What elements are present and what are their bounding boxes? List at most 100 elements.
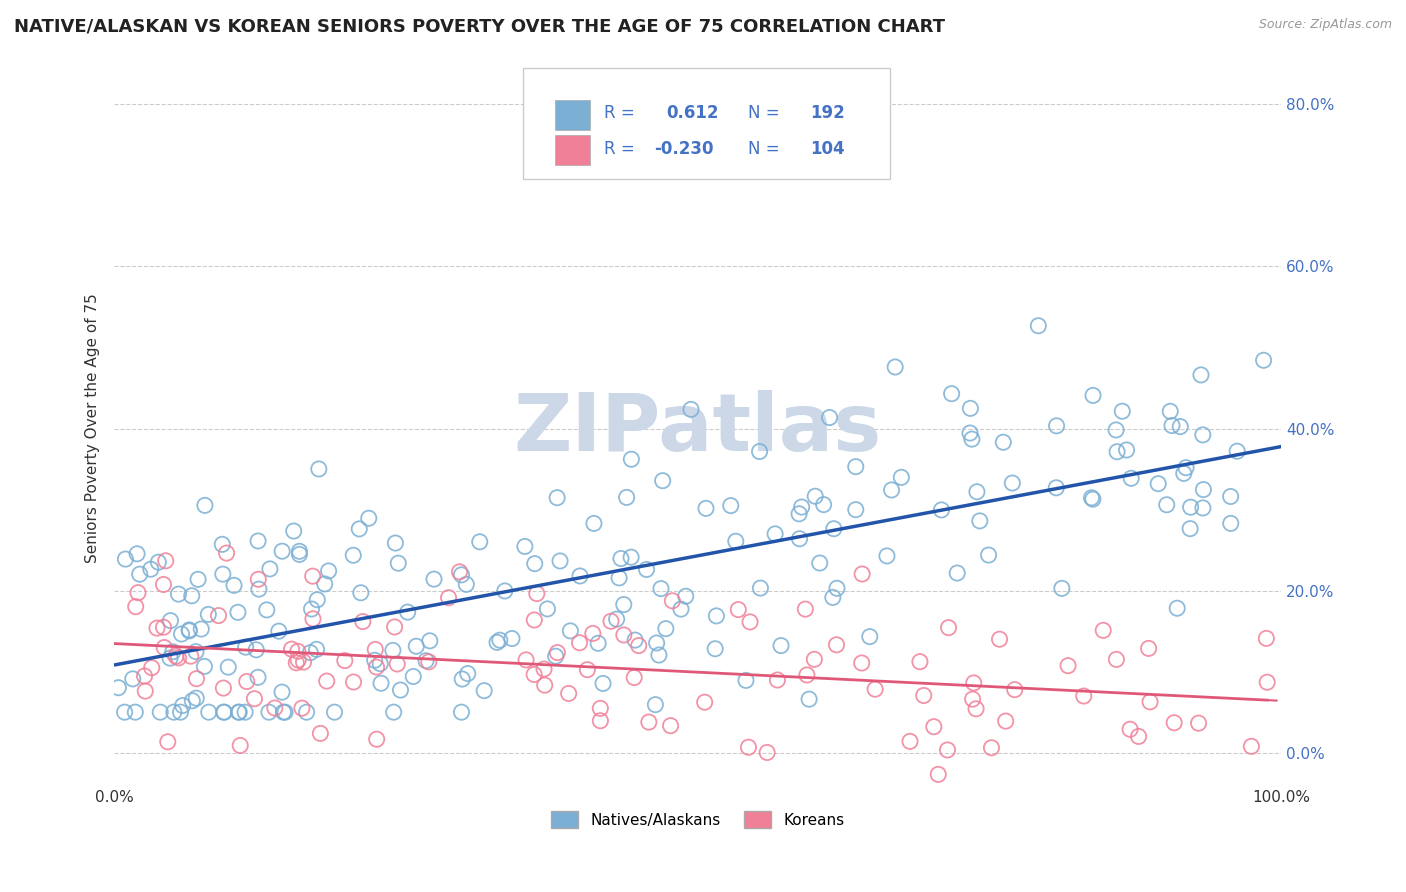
Point — [965, 702, 987, 716]
Point — [247, 572, 270, 586]
Point — [941, 386, 963, 401]
Point — [402, 669, 425, 683]
Point — [1081, 492, 1104, 507]
Point — [229, 739, 252, 753]
Point — [152, 577, 174, 591]
Point — [738, 615, 761, 629]
Point — [1001, 476, 1024, 491]
Point — [1256, 675, 1278, 690]
Point — [863, 682, 886, 697]
Point — [368, 657, 391, 671]
Point — [936, 743, 959, 757]
Point — [1057, 658, 1080, 673]
Point — [620, 452, 643, 467]
Point — [387, 556, 409, 570]
Point — [1004, 682, 1026, 697]
Point — [766, 673, 789, 687]
Point — [235, 640, 257, 654]
Point — [748, 444, 770, 458]
Point — [382, 705, 405, 719]
Text: 0.612: 0.612 — [666, 104, 718, 122]
Point — [789, 532, 811, 546]
Point — [468, 534, 491, 549]
Point — [212, 681, 235, 695]
Point — [825, 581, 848, 595]
Point — [557, 686, 579, 700]
Point — [1137, 641, 1160, 656]
Point — [352, 615, 374, 629]
Point — [938, 621, 960, 635]
Point — [472, 683, 495, 698]
Point — [908, 655, 931, 669]
Text: R =: R = — [605, 104, 636, 122]
Point — [114, 552, 136, 566]
Point — [1073, 689, 1095, 703]
Y-axis label: Seniors Poverty Over the Age of 75: Seniors Poverty Over the Age of 75 — [86, 293, 100, 564]
Point — [960, 432, 983, 446]
Text: 192: 192 — [810, 104, 845, 122]
Point — [1219, 490, 1241, 504]
Point — [226, 605, 249, 619]
Text: R =: R = — [605, 140, 636, 158]
Point — [159, 651, 181, 665]
Point — [342, 675, 364, 690]
Point — [305, 642, 328, 657]
Point — [1219, 516, 1241, 531]
Point — [1161, 418, 1184, 433]
Point — [287, 644, 309, 658]
Point — [661, 594, 683, 608]
Point — [813, 498, 835, 512]
Point — [636, 562, 658, 576]
Point — [1081, 388, 1104, 402]
Point — [127, 585, 149, 599]
Point — [292, 655, 315, 669]
Point — [283, 524, 305, 538]
Point — [890, 470, 912, 484]
Point — [720, 499, 742, 513]
Text: 104: 104 — [810, 140, 845, 158]
Point — [363, 653, 385, 667]
Point — [669, 602, 692, 616]
Point — [1175, 460, 1198, 475]
Point — [274, 705, 297, 719]
Point — [163, 705, 186, 719]
Point — [387, 657, 409, 671]
Point — [179, 624, 201, 638]
Point — [1156, 498, 1178, 512]
Point — [194, 499, 217, 513]
Point — [190, 622, 212, 636]
Point — [125, 599, 148, 614]
Point — [1180, 500, 1202, 515]
Point — [134, 669, 156, 683]
Point — [1253, 353, 1275, 368]
Point — [128, 567, 150, 582]
Point — [1045, 418, 1067, 433]
Point — [212, 705, 235, 719]
Point — [180, 589, 202, 603]
Point — [488, 633, 510, 648]
Point — [405, 639, 427, 653]
Point — [418, 655, 440, 669]
Point — [121, 672, 143, 686]
Point — [624, 633, 647, 648]
Point — [271, 685, 294, 699]
Point — [211, 567, 233, 582]
Point — [533, 678, 555, 692]
Point — [523, 667, 546, 681]
Point — [655, 622, 678, 636]
Point — [437, 591, 460, 605]
Point — [155, 554, 177, 568]
Point — [366, 660, 388, 674]
Point — [1166, 601, 1188, 615]
Point — [804, 489, 827, 503]
Point — [271, 544, 294, 558]
Point — [845, 502, 868, 516]
Point — [818, 410, 841, 425]
Point — [845, 459, 868, 474]
Point — [586, 636, 609, 650]
Point — [613, 628, 636, 642]
Point — [323, 705, 346, 719]
Point — [737, 740, 759, 755]
Point — [165, 649, 187, 664]
FancyBboxPatch shape — [555, 100, 591, 129]
